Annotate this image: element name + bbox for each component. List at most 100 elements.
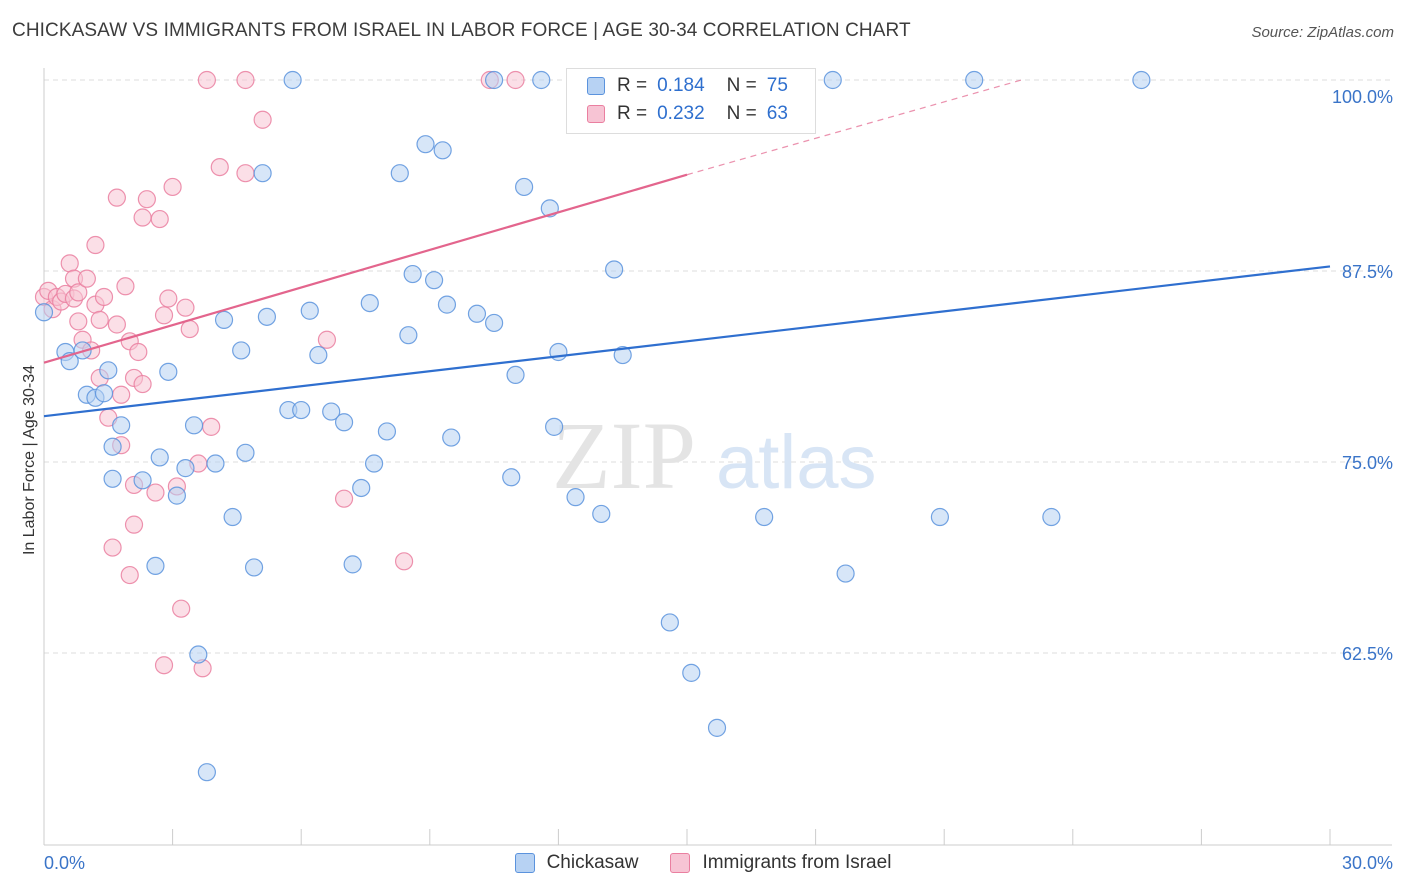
- chickasaw-point: [424, 271, 444, 290]
- israel-point: [69, 312, 88, 331]
- chickasaw-point: [485, 313, 504, 333]
- israel-point: [317, 330, 337, 349]
- x-tick-label: 0.0%: [44, 853, 85, 873]
- chickasaw-point: [485, 70, 504, 90]
- legend-n-label: N =: [726, 103, 757, 124]
- chickasaw-point: [236, 443, 255, 462]
- trend-lines: [43, 79, 1331, 418]
- axes: [43, 68, 1392, 846]
- chickasaw-point: [146, 556, 165, 576]
- chickasaw-point: [197, 763, 216, 782]
- chickasaw-point: [506, 365, 525, 385]
- israel-point: [107, 188, 126, 207]
- israel-point: [107, 315, 126, 334]
- legend-swatch-blue: [587, 77, 605, 95]
- chickasaw-point: [532, 70, 551, 90]
- israel-point: [86, 235, 105, 255]
- chickasaw-point: [707, 718, 727, 737]
- chart-title: CHICKASAW VS IMMIGRANTS FROM ISRAEL IN L…: [12, 20, 911, 41]
- legend-item-israel: Immigrants from Israel: [670, 852, 891, 874]
- israel-point: [159, 289, 178, 308]
- chickasaw-point: [377, 422, 397, 441]
- israel-point: [69, 283, 88, 302]
- legend-item-label: Immigrants from Israel: [702, 852, 892, 873]
- chickasaw-point: [167, 486, 186, 505]
- chickasaw-point: [1132, 70, 1151, 90]
- israel-point: [334, 489, 354, 508]
- y-tick-label: 75.0%: [1342, 453, 1393, 473]
- chickasaw-point: [836, 564, 855, 583]
- series-chickasaw-points: [34, 70, 1151, 782]
- legend-r-label: R =: [617, 103, 648, 124]
- chickasaw-point: [300, 301, 319, 320]
- israel-point: [176, 298, 195, 317]
- chickasaw-point: [184, 416, 204, 435]
- chickasaw-point: [309, 345, 328, 365]
- chickasaw-point: [257, 307, 277, 326]
- chickasaw-point: [823, 70, 842, 90]
- chickasaw-point: [403, 264, 422, 284]
- chickasaw-point: [150, 448, 169, 467]
- israel-trend-line: [43, 173, 688, 364]
- chickasaw-point: [189, 645, 208, 664]
- israel-point: [133, 208, 152, 227]
- legend-item-chickasaw: Chickasaw: [514, 852, 638, 874]
- x-tick-label: 30.0%: [1342, 853, 1393, 873]
- chickasaw-point: [566, 488, 585, 507]
- chickasaw-point: [399, 326, 418, 345]
- chickasaw-point: [206, 454, 225, 473]
- chickasaw-point: [343, 555, 362, 574]
- chickasaw-point: [613, 345, 632, 365]
- chickasaw-point: [416, 135, 435, 154]
- chickasaw-point: [360, 293, 379, 313]
- israel-point: [163, 177, 182, 197]
- chickasaw-trend-line: [43, 265, 1331, 418]
- israel-point: [120, 565, 139, 585]
- israel-point: [236, 70, 255, 90]
- israel-point: [394, 552, 414, 571]
- chickasaw-point: [682, 663, 701, 682]
- legend-n-value: 75: [766, 75, 788, 96]
- series-legend: Chickasaw Immigrants from Israel: [0, 852, 1406, 874]
- chickasaw-point: [103, 469, 122, 488]
- chickasaw-point: [467, 304, 487, 323]
- israel-point: [103, 538, 122, 557]
- chickasaw-point: [502, 468, 521, 487]
- israel-point: [94, 287, 114, 307]
- source-label: Source: ZipAtlas.com: [1251, 24, 1394, 41]
- chickasaw-point: [253, 164, 272, 183]
- chickasaw-point: [433, 141, 452, 160]
- legend-swatch-pink: [587, 105, 605, 123]
- israel-point: [172, 599, 191, 618]
- israel-point: [129, 342, 148, 362]
- chickasaw-point: [442, 428, 461, 447]
- israel-point: [137, 190, 156, 209]
- israel-point: [180, 319, 199, 339]
- chickasaw-point: [515, 177, 534, 197]
- chickasaw-point: [223, 507, 242, 527]
- legend-row-chickasaw: R = 0.184 N = 75: [587, 73, 788, 99]
- chickasaw-point: [322, 402, 341, 421]
- israel-point: [202, 417, 221, 436]
- correlation-legend: R = 0.184 N = 75 R = 0.232 N = 63: [566, 68, 816, 134]
- chickasaw-point: [437, 295, 457, 314]
- legend-n-value: 63: [766, 103, 788, 124]
- israel-point: [154, 306, 174, 325]
- chickasaw-point: [103, 437, 122, 456]
- chickasaw-point: [133, 471, 152, 490]
- chickasaw-point: [965, 70, 984, 90]
- israel-point: [133, 374, 152, 394]
- chickasaw-point: [930, 507, 950, 527]
- legend-n-label: N =: [726, 75, 757, 96]
- watermark: ZIP atlas: [552, 402, 877, 509]
- chickasaw-point: [545, 417, 564, 436]
- chickasaw-point: [592, 504, 611, 524]
- tick-labels: 100.0% 87.5% 75.0% 62.5% 0.0% 30.0%: [44, 87, 1393, 873]
- chickasaw-point: [660, 613, 679, 632]
- chickasaw-point: [390, 164, 409, 183]
- chickasaw-point: [352, 478, 371, 498]
- legend-r-value: 0.184: [657, 75, 705, 96]
- legend-row-israel: R = 0.232 N = 63: [587, 101, 788, 127]
- israel-point: [253, 110, 272, 129]
